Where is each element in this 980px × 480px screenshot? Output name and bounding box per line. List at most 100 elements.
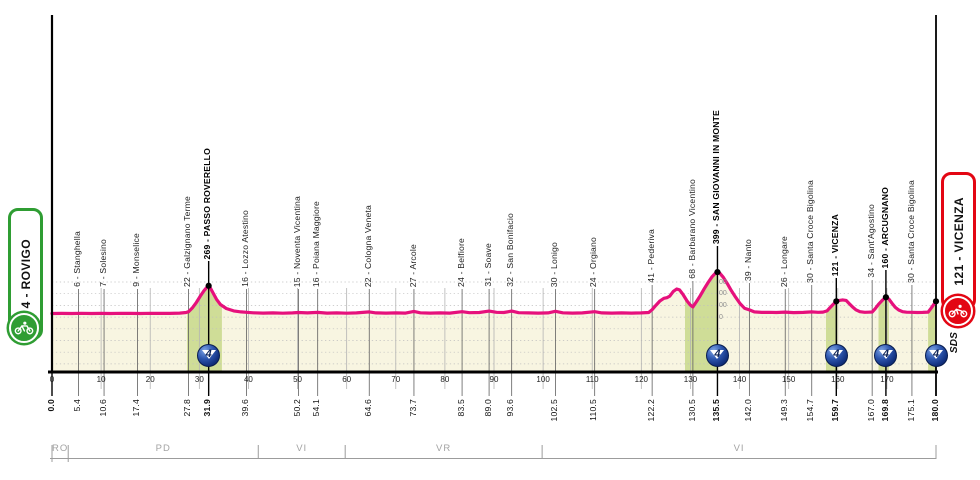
axis-tick-label: 40 <box>243 374 253 384</box>
distance-label: 5.4 <box>72 399 83 412</box>
province-label: RO <box>51 443 69 454</box>
axis-tick-label: 160 <box>831 374 845 384</box>
distance-label: 27.8 <box>182 399 193 417</box>
start-bicycle-icon <box>14 321 34 335</box>
summit-dot <box>714 269 721 276</box>
gpm-cat4-marker: 4 <box>874 343 898 367</box>
sds-watermark: SDS <box>949 332 960 354</box>
waypoint-label: 22 - Galzignano Terme <box>182 196 193 287</box>
distance-label: 180.0 <box>929 399 940 422</box>
start-location-label: 4 - ROVIGO <box>18 239 33 309</box>
waypoint-label: 68 - Barbarano Vicentino <box>686 179 697 279</box>
axis-tick-label: 110 <box>585 374 599 384</box>
distance-label: 17.4 <box>131 399 142 417</box>
distance-label: 142.0 <box>742 399 753 422</box>
waypoint-label: 6 - Stanghella <box>72 231 83 287</box>
gpm-category-number: 4 <box>833 347 840 360</box>
summit-dot <box>205 282 212 289</box>
distance-label: 159.7 <box>829 399 840 422</box>
waypoint-label: 30 - Santa Croce Bigolina <box>905 180 916 283</box>
distance-label: 167.0 <box>865 399 876 422</box>
axis-tick-label: 140 <box>732 374 747 384</box>
elevation-scale-label: 00 <box>719 278 727 286</box>
waypoint-label: 16 - Poiana Maggiore <box>311 200 322 287</box>
waypoint-label: 27 - Arcole <box>407 243 418 287</box>
waypoint-label: 34 - Sant'Agostino <box>865 204 876 278</box>
distance-label: 130.5 <box>686 399 697 422</box>
distance-label: 0.0 <box>45 399 56 412</box>
distance-label: 83.5 <box>455 399 466 417</box>
waypoint-label: 269 - PASSO ROVERELLO <box>202 147 213 260</box>
axis-tick-label: 170 <box>880 374 894 384</box>
gpm-category-number: 4 <box>932 347 940 360</box>
axis-tick-label: 50 <box>293 374 302 384</box>
axis-tick-label: 20 <box>145 374 155 384</box>
gpm-category-number: 4 <box>205 347 212 360</box>
waypoint-label: 30 - Santa Croce Bigolina <box>805 180 816 283</box>
waypoint-label: 7 - Solesino <box>97 239 108 287</box>
waypoint-label: 22 - Cologna Veneta <box>362 204 373 287</box>
start-circle <box>9 313 39 343</box>
province-label: PD <box>155 443 171 454</box>
distance-label: 149.3 <box>778 399 789 422</box>
summit-dot <box>833 298 840 305</box>
gpm-category-number: 4 <box>714 347 721 360</box>
waypoint-label: 30 - Lonigo <box>548 241 559 287</box>
waypoint-label: 160 - ARCUGNANO <box>879 186 890 268</box>
gpm-triangle-icon <box>878 349 893 359</box>
gpm-cat4-marker: 4 <box>705 343 729 367</box>
distance-label: 102.5 <box>548 399 559 422</box>
distance-label: 31.9 <box>202 399 213 417</box>
axis-tick-label: 30 <box>194 374 204 384</box>
waypoint-label: 9 - Monselice <box>131 233 142 287</box>
elevation-scale-label: 0 <box>719 313 723 321</box>
summit-dot <box>882 294 890 301</box>
gpm-triangle-icon <box>201 349 216 359</box>
distance-label: 54.1 <box>311 399 322 417</box>
distance-label: 110.5 <box>588 399 599 421</box>
distance-label: 73.7 <box>407 399 418 417</box>
axis-tick-label: 10 <box>96 374 106 384</box>
axis-tick-label: 90 <box>489 374 499 384</box>
axis-tick-label: 60 <box>342 374 352 384</box>
finish-location-badge: 121 - VICENZA <box>941 172 976 310</box>
summit-dot <box>932 298 940 305</box>
distance-label: 175.1 <box>905 399 916 422</box>
distance-label: 64.6 <box>362 399 373 417</box>
waypoint-label: 41 - Pederiva <box>645 229 656 283</box>
axis-tick-label: 150 <box>781 374 796 384</box>
gpm-triangle-icon <box>829 349 844 359</box>
distance-label: 93.6 <box>505 399 516 417</box>
waypoint-label: 399 - SAN GIOVANNI IN MONTE <box>711 109 722 244</box>
gpm-cat4-marker: 4 <box>197 343 221 367</box>
axis-tick-label: 70 <box>391 374 401 384</box>
waypoint-label: 24 - Orgiano <box>588 236 599 287</box>
elevation-scale-label: 00 <box>719 290 727 298</box>
axis-tick-label: 130 <box>683 374 698 384</box>
province-label: VR <box>436 443 452 454</box>
gpm-cat4-marker: 4 <box>824 343 848 367</box>
distance-label: 39.6 <box>240 399 251 417</box>
gpm-cat4-marker: 4 <box>924 343 948 367</box>
finish-location-label: 121 - VICENZA <box>951 196 966 286</box>
distance-label: 169.8 <box>879 399 890 422</box>
axis-tick-label: 100 <box>536 374 550 384</box>
axis-tick-label: 0 <box>49 374 55 384</box>
distance-label: 135.5 <box>711 399 722 422</box>
elevation-scale-label: 00 <box>719 301 727 309</box>
province-label: VI <box>733 443 745 454</box>
finish-motorcycle-icon <box>948 304 968 318</box>
waypoint-label: 31 - Soave <box>482 243 493 287</box>
distance-label: 89.0 <box>482 399 493 417</box>
waypoint-label: 121 - VICENZA <box>829 213 840 276</box>
waypoint-label: 16 - Lozzo Atestino <box>240 210 251 287</box>
distance-label: 154.7 <box>805 399 816 422</box>
axis-tick-label: 80 <box>440 374 450 384</box>
waypoint-label: 15 - Noventa Vicentina <box>292 195 303 287</box>
axis-tick-label: 120 <box>634 374 648 384</box>
finish-circle <box>943 296 973 326</box>
waypoint-label: 39 - Nanto <box>742 238 753 281</box>
profile-line <box>50 270 938 316</box>
